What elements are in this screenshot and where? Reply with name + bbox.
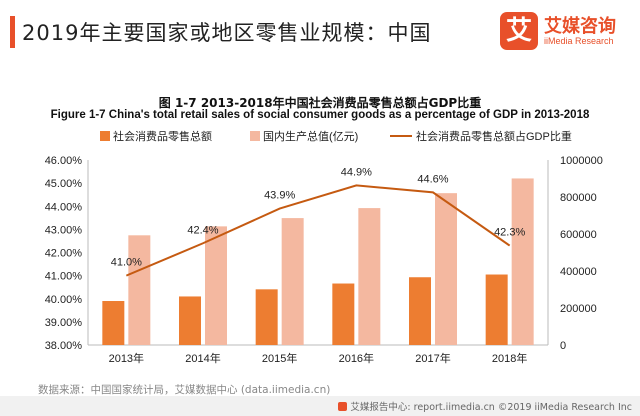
- title-accent-bar: [10, 16, 15, 48]
- iimedia-icon: [338, 402, 348, 411]
- bar-retail-sales: [332, 283, 355, 345]
- data-source: 数据来源：中国国家统计局，艾媒数据中心 (data.iimedia.cn): [38, 384, 331, 396]
- left-tick-label: 45.00%: [45, 178, 83, 190]
- line-data-label: 42.4%: [187, 224, 218, 236]
- footer-text: 艾媒报告中心: report.iimedia.cn ©2019 iiMedia …: [338, 399, 632, 413]
- left-tick-label: 42.00%: [45, 248, 83, 260]
- bar-retail-sales: [102, 301, 125, 345]
- left-tick-label: 46.00%: [45, 155, 83, 167]
- page-title: 2019年主要国家或地区零售业规模：中国: [22, 21, 432, 45]
- chart-subtitle: Figure 1-7 China's total retail sales of…: [50, 109, 590, 121]
- legend-label: 国内生产总值(亿元): [263, 129, 358, 143]
- x-tick-label: 2015年: [262, 351, 297, 365]
- bar-gdp: [205, 226, 227, 345]
- left-tick-label: 44.00%: [45, 201, 83, 213]
- left-tick-label: 39.00%: [45, 317, 83, 329]
- bar-gdp: [511, 178, 534, 345]
- right-tick-label: 1000000: [560, 155, 603, 167]
- footer-bar: 艾媒报告中心: report.iimedia.cn ©2019 iiMedia …: [0, 396, 640, 416]
- brand-logo: 艾 艾媒咨询 iiMedia Research: [500, 12, 630, 52]
- x-tick-label: 2016年: [339, 351, 374, 365]
- logo-name-cn: 艾媒咨询: [544, 16, 616, 37]
- bar-gdp: [358, 208, 381, 345]
- legend-label: 社会消费品零售总额占GDP比重: [416, 129, 572, 143]
- legend-swatch: [100, 131, 110, 141]
- x-tick-label: 2017年: [415, 351, 450, 365]
- x-tick-label: 2013年: [109, 351, 144, 365]
- right-tick-label: 0: [560, 340, 566, 352]
- bar-gdp: [281, 218, 304, 345]
- footer-label: 艾媒报告中心: report.iimedia.cn ©2019 iiMedia …: [350, 402, 632, 413]
- left-tick-label: 38.00%: [45, 340, 83, 352]
- line-data-label: 41.0%: [111, 257, 142, 269]
- line-data-label: 43.9%: [264, 190, 295, 202]
- bar-retail-sales: [485, 274, 508, 345]
- left-tick-label: 41.00%: [45, 271, 83, 283]
- line-data-label: 44.6%: [417, 173, 448, 185]
- right-tick-label: 400000: [560, 266, 597, 278]
- x-tick-label: 2014年: [185, 351, 220, 365]
- bar-retail-sales: [409, 277, 431, 345]
- bar-gdp: [435, 193, 457, 345]
- right-tick-label: 200000: [560, 303, 597, 315]
- bar-retail-sales: [179, 296, 201, 345]
- left-tick-label: 43.00%: [45, 224, 83, 236]
- legend-label: 社会消费品零售总额: [113, 129, 212, 143]
- bar-gdp: [128, 235, 151, 345]
- line-data-label: 42.3%: [494, 227, 525, 239]
- logo-mark: 艾: [500, 12, 538, 50]
- chart-title: 图 1-7 2013-2018年中国社会消费品零售总额占GDP比重: [158, 96, 482, 110]
- left-tick-label: 40.00%: [45, 294, 83, 306]
- legend-swatch: [250, 131, 260, 141]
- right-tick-label: 800000: [560, 192, 597, 204]
- x-tick-label: 2018年: [492, 351, 527, 365]
- line-data-label: 44.9%: [341, 166, 372, 178]
- line-retail-gdp-ratio: [125, 184, 511, 277]
- bar-retail-sales: [255, 289, 278, 345]
- right-tick-label: 600000: [560, 229, 597, 241]
- logo-name-en: iiMedia Research: [544, 36, 614, 46]
